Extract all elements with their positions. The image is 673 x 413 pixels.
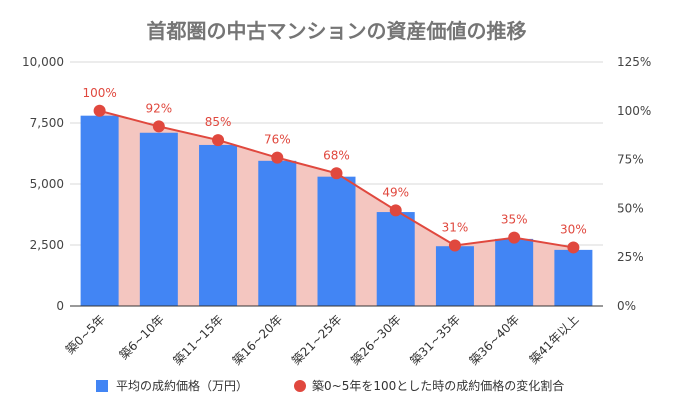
right-axis-tick-label: 75% <box>617 153 644 167</box>
price-bar[interactable] <box>317 176 356 306</box>
ratio-data-label: 85% <box>205 115 232 129</box>
price-bar[interactable] <box>376 212 415 306</box>
right-axis-tick-label: 125% <box>617 55 651 69</box>
left-axis-tick-label: 2,500 <box>30 238 64 252</box>
ratio-point[interactable] <box>152 120 165 133</box>
price-bar[interactable] <box>80 115 119 307</box>
category-tick-label: 築36~40年 <box>466 312 522 368</box>
category-tick-label: 築0~5年 <box>62 312 107 357</box>
category-tick-label: 築6~10年 <box>116 312 167 363</box>
legend[interactable]: 平均の成約価格（万円） 築0~5年を100とした時の成約価格の変化割合 <box>96 378 564 393</box>
chart-title: 首都圏の中古マンションの資産価値の推移 <box>147 19 527 43</box>
price-bar[interactable] <box>435 246 474 306</box>
ratio-line: 100% 92% 85% 76% 68% 49% 31% 35% 30% <box>82 86 587 254</box>
ratio-point[interactable] <box>212 134 225 147</box>
left-axis-tick-label: 7,500 <box>30 116 64 130</box>
legend-line-label[interactable]: 築0~5年を100とした時の成約価格の変化割合 <box>312 378 564 393</box>
ratio-point[interactable] <box>567 241 580 254</box>
right-axis-tick-label: 25% <box>617 250 644 264</box>
ratio-point[interactable] <box>271 151 284 164</box>
price-bar[interactable] <box>258 160 297 306</box>
left-axis-tick-label: 0 <box>56 299 64 313</box>
ratio-data-label: 76% <box>264 133 291 147</box>
left-axis-tick-label: 10,000 <box>22 55 64 69</box>
price-bar[interactable] <box>199 144 238 306</box>
price-bar[interactable] <box>554 249 593 306</box>
legend-bar-swatch <box>96 380 108 392</box>
ratio-data-label: 31% <box>442 220 469 234</box>
ratio-data-label: 100% <box>82 86 116 100</box>
category-tick-label: 築41年以上 <box>526 312 581 367</box>
category-tick-label: 築31~35年 <box>407 312 463 368</box>
legend-line-marker <box>294 380 306 392</box>
ratio-point[interactable] <box>93 104 106 117</box>
category-tick-label: 築11~15年 <box>170 312 226 368</box>
ratio-data-label: 35% <box>501 213 528 227</box>
left-axis-tick-label: 5,000 <box>30 177 64 191</box>
ratio-data-label: 30% <box>560 222 587 236</box>
right-axis-tick-label: 100% <box>617 104 651 118</box>
right-axis-tick-label: 50% <box>617 201 644 215</box>
category-tick-label: 築16~20年 <box>229 312 285 368</box>
ratio-data-label: 68% <box>323 148 350 162</box>
price-bar[interactable] <box>139 132 178 306</box>
category-tick-label: 築26~30年 <box>348 312 404 368</box>
ratio-point[interactable] <box>508 231 521 244</box>
ratio-point[interactable] <box>448 239 461 252</box>
category-tick-label: 築21~25年 <box>288 312 344 368</box>
price-bars <box>80 115 593 307</box>
ratio-data-label: 49% <box>382 185 409 199</box>
price-bar[interactable] <box>495 238 534 306</box>
ratio-point[interactable] <box>389 204 402 217</box>
ratio-point[interactable] <box>330 167 343 180</box>
ratio-data-label: 92% <box>145 101 172 115</box>
legend-bar-label[interactable]: 平均の成約価格（万円） <box>116 378 248 393</box>
right-axis-tick-label: 0% <box>617 299 636 313</box>
